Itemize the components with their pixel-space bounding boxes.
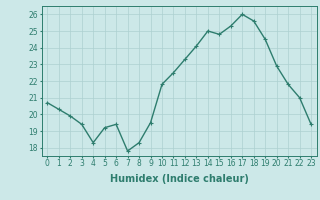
X-axis label: Humidex (Indice chaleur): Humidex (Indice chaleur) xyxy=(110,174,249,184)
